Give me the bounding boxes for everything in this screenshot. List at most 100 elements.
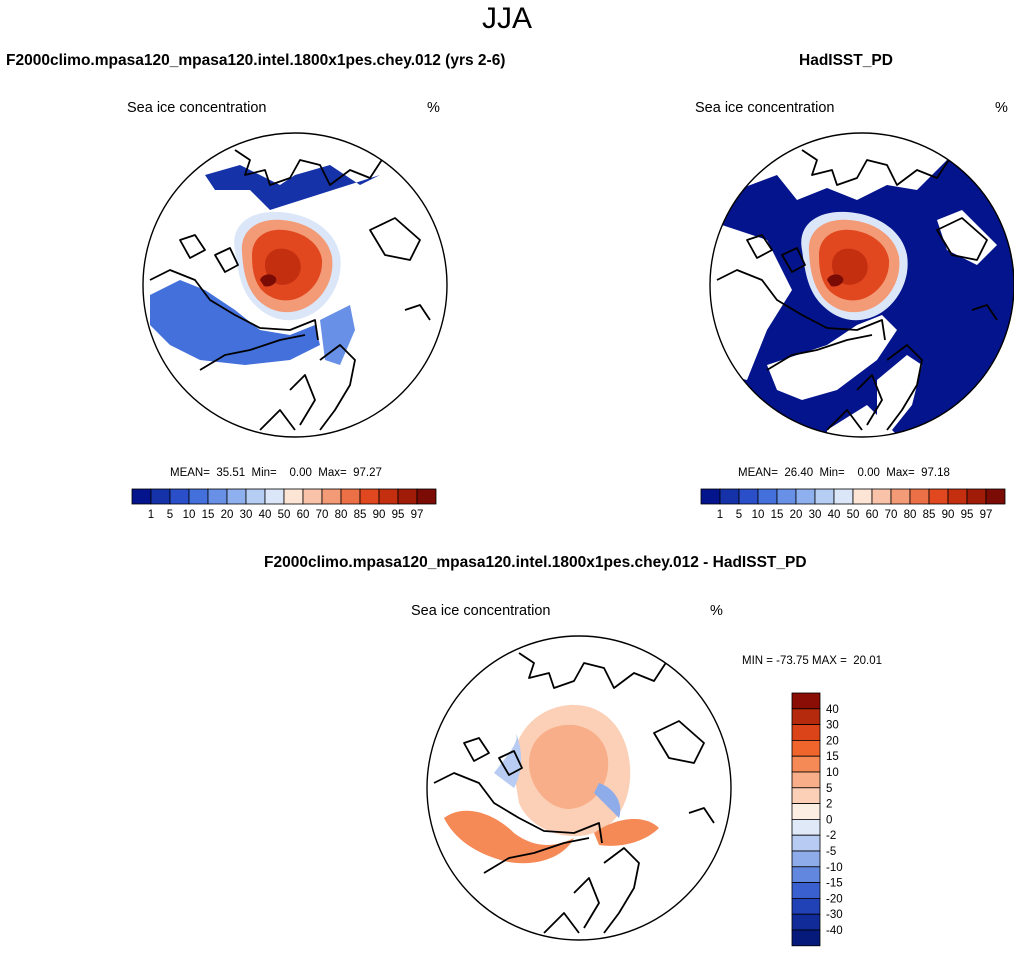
coastline (483, 837, 590, 874)
panel3-colorbar-tick-label: 2 (826, 799, 832, 811)
panel2-colorbar-tick-label: 40 (828, 509, 841, 521)
panel2-colorbar-swatch (909, 488, 930, 505)
panel1-colorbar-swatch (321, 488, 342, 505)
panel3-stats: MIN = -73.75 MAX = 20.01 (742, 655, 882, 667)
panel2-colorbar-swatch (890, 488, 911, 505)
panel3-colorbar-swatch (791, 787, 821, 805)
panel2-colorbar-swatch (833, 488, 854, 505)
panel2-units-label: % (995, 100, 1008, 116)
panel1-colorbar-swatch (226, 488, 247, 505)
panel3-colorbar-tick-label: -2 (826, 830, 836, 842)
panel2-colorbar-swatch (719, 488, 740, 505)
panel1-colorbar-tick-label: 40 (259, 509, 272, 521)
coastline (214, 247, 239, 273)
panel2-colorbar-swatch (776, 488, 797, 505)
panel2-polar-map (709, 132, 1014, 438)
map-boundary (709, 132, 1014, 438)
panel3-colorbar-tick-label: 40 (826, 704, 839, 716)
ice-pack-center (265, 248, 301, 285)
panel3-colorbar-tick-label: 10 (826, 767, 839, 779)
panel1-colorbar-tick-label: 90 (373, 509, 386, 521)
coastline (653, 720, 705, 764)
panel3-colorbar-tick-label: 30 (826, 720, 839, 732)
ice-pack-max (827, 274, 844, 287)
diff-positive-region (594, 818, 659, 846)
coastline (746, 234, 773, 259)
panel3-colorbar-swatch (791, 913, 821, 931)
panel1-colorbar-swatch (340, 488, 361, 505)
panel2-colorbar-tick-label: 1 (717, 509, 723, 521)
panel3-title: F2000climo.mpasa120_mpasa120.intel.1800x… (264, 554, 807, 571)
panel1-stats: MEAN= 35.51 Min= 0.00 Max= 97.27 (170, 467, 382, 479)
panel2-colorbar-tick-label: 90 (942, 509, 955, 521)
panel1-colorbar-tick-label: 15 (202, 509, 215, 521)
panel2-colorbar-swatch (985, 488, 1006, 505)
coastline (826, 409, 863, 431)
panel3-colorbar-swatch (791, 771, 821, 789)
panel3-colorbar-swatch (791, 866, 821, 884)
coastline (463, 737, 490, 762)
panel1-colorbar-tick-label: 5 (167, 509, 173, 521)
ice-edge-fill (205, 165, 380, 210)
coastline (149, 269, 319, 341)
panel1-variable-label: Sea ice concentration (127, 100, 267, 116)
coastline (543, 912, 580, 934)
panel2-colorbar-tick-label: 30 (809, 509, 822, 521)
coastline (259, 409, 296, 431)
diff-negative-region (494, 733, 522, 788)
coastline (971, 304, 998, 321)
panel2-colorbar-tick-label: 70 (885, 509, 898, 521)
map-boundary (426, 635, 732, 941)
panel3-colorbar-swatch (791, 803, 821, 820)
panel3-colorbar-swatch (791, 882, 821, 899)
coastline (199, 334, 306, 371)
ice-pack-center (832, 248, 868, 285)
panel3-colorbar-tick-label: -30 (826, 909, 843, 921)
panel1-polar-map (142, 132, 448, 438)
panel2-colorbar-tick-label: 85 (923, 509, 936, 521)
panel2-colorbar-tick-label: 80 (904, 509, 917, 521)
panel2-colorbar-swatch (795, 488, 816, 505)
coastline (603, 847, 640, 934)
panel2-colorbar-tick-label: 5 (736, 509, 742, 521)
coastline (498, 750, 523, 776)
panel3-colorbar-tick-label: -5 (826, 846, 836, 858)
coastline (518, 652, 670, 689)
panel1-colorbar-tick-label: 95 (392, 509, 405, 521)
panel3-colorbar-swatch (791, 740, 821, 757)
coastline (801, 149, 953, 186)
panel2-variable-label: Sea ice concentration (695, 100, 835, 116)
panel2-colorbar-tick-label: 10 (752, 509, 765, 521)
panel2-colorbar-swatch (947, 488, 968, 505)
panel2-colorbar: 1 5 10 15 20 30 40 50 60 70 80 85 90 95 97 (700, 488, 1006, 521)
panel3-colorbar-swatch (791, 897, 821, 915)
panel1-colorbar-tick-label: 97 (411, 509, 424, 521)
coastline (716, 269, 886, 341)
panel2-colorbar-swatch (814, 488, 835, 505)
coastline (573, 877, 600, 929)
panel2-colorbar-tick-label: 60 (866, 509, 879, 521)
panel2-colorbar-tick-label: 50 (847, 509, 860, 521)
coastline (289, 374, 316, 426)
panel2-colorbar-swatch (852, 488, 873, 505)
panel3-colorbar-swatch (791, 692, 821, 710)
coastline (179, 234, 206, 259)
panel1-colorbar-swatch (131, 488, 152, 505)
ice-pack-max (260, 274, 277, 287)
panel3-units-label: % (710, 603, 723, 619)
panel3-colorbar-swatch (791, 708, 821, 725)
panel1-colorbar-tick-label: 60 (297, 509, 310, 521)
panel1-colorbar-swatch (150, 488, 171, 505)
panel1-colorbar-swatch (397, 488, 418, 505)
panel2-colorbar-swatch (966, 488, 987, 505)
panel1-colorbar-swatch (283, 488, 304, 505)
coastline (234, 149, 386, 186)
panel1-colorbar-tick-label: 10 (183, 509, 196, 521)
panel2-title: HadISST_PD (799, 52, 893, 69)
panel3-colorbar-tick-label: 5 (826, 783, 832, 795)
coastline (856, 374, 883, 426)
panel1-colorbar-tick-label: 70 (316, 509, 329, 521)
panel3-colorbar-swatch (791, 834, 821, 852)
panel1-colorbar-tick-label: 80 (335, 509, 348, 521)
